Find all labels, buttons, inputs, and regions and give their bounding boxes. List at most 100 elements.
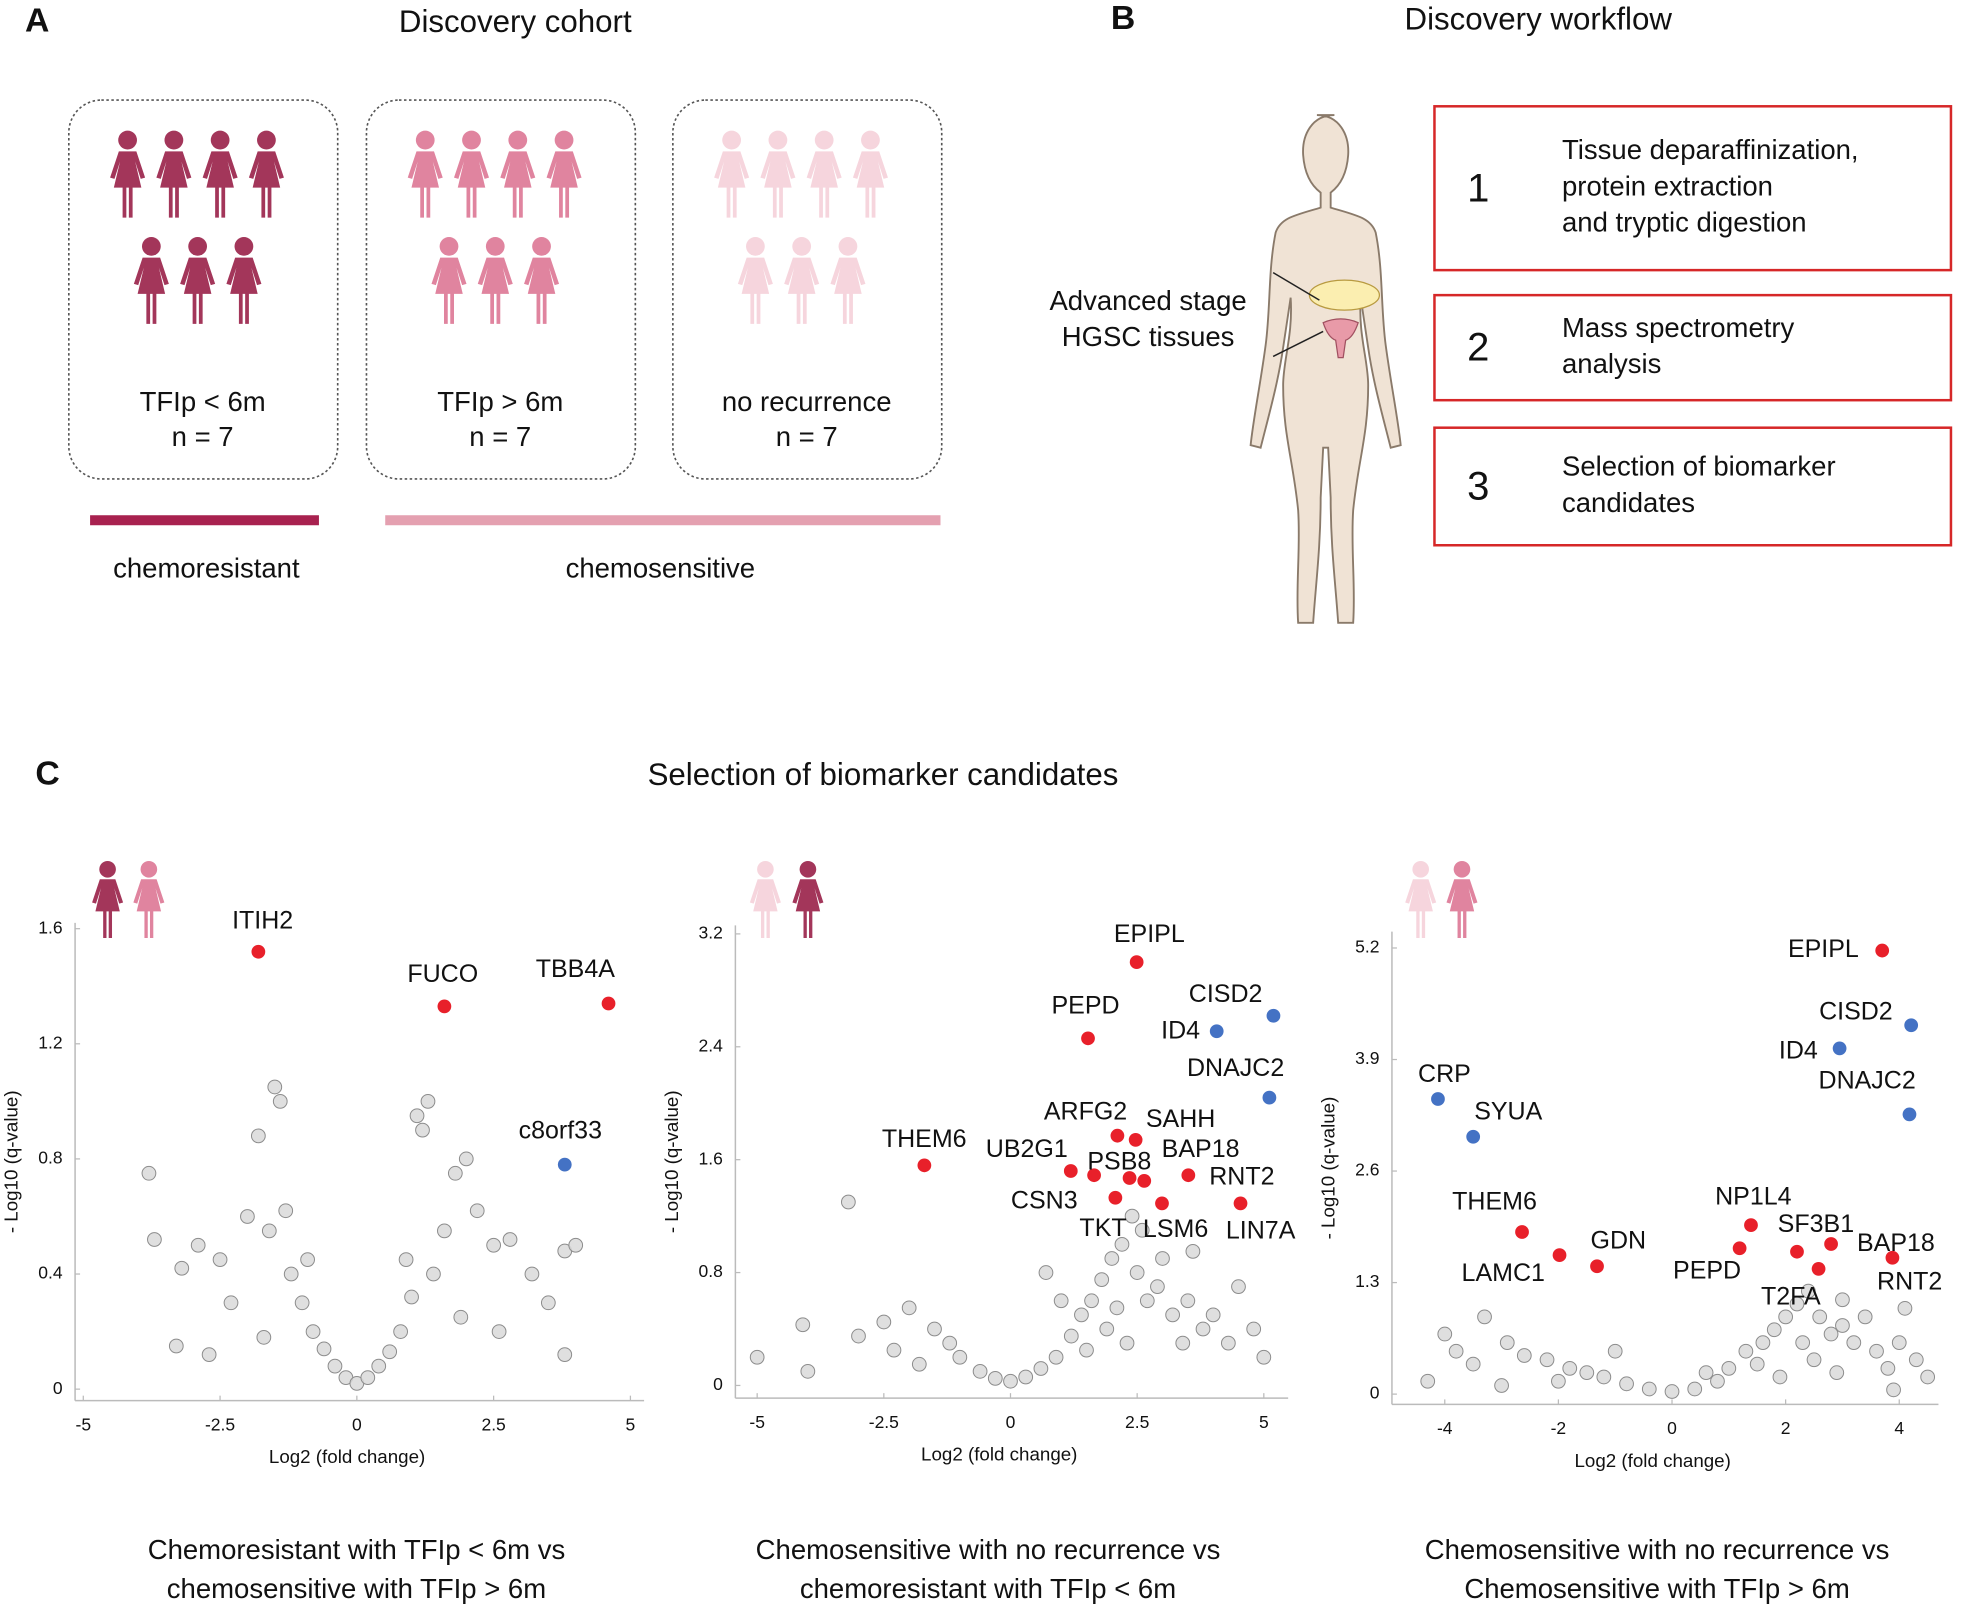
- background-point: [1846, 1335, 1862, 1351]
- highlight-point: [1885, 1250, 1900, 1265]
- person-icon: [792, 860, 824, 938]
- background-point: [1063, 1328, 1079, 1344]
- background-point: [1539, 1352, 1555, 1368]
- y-tick-label: 1.6: [699, 1148, 723, 1168]
- highlight-point: [437, 999, 452, 1014]
- panel-label: B: [1111, 0, 1135, 37]
- person-icon: [477, 236, 513, 324]
- group-size: n = 7: [469, 421, 531, 452]
- background-point: [1119, 1335, 1135, 1351]
- background-point: [305, 1324, 321, 1339]
- highlight-point: [1875, 943, 1890, 958]
- point-label: PSB8: [1087, 1148, 1151, 1176]
- background-point: [1139, 1293, 1155, 1309]
- point-label: PEPD: [1052, 991, 1120, 1019]
- background-point: [851, 1328, 866, 1344]
- highlight-point: [1087, 1168, 1101, 1183]
- panel-title: Selection of biomarker candidates: [648, 757, 1119, 792]
- background-point: [1134, 1222, 1150, 1238]
- background-point: [409, 1108, 425, 1124]
- x-tick-label: 2: [1781, 1418, 1791, 1438]
- background-point: [1710, 1373, 1725, 1389]
- background-point: [240, 1209, 255, 1224]
- highlight-point: [1744, 1218, 1758, 1232]
- background-point: [212, 1252, 228, 1268]
- highlight-point: [1266, 1008, 1281, 1023]
- background-point: [1596, 1369, 1612, 1385]
- step-box: [1433, 426, 1953, 547]
- point-label: EPIPL: [1788, 935, 1859, 963]
- y-tick-label: 0: [713, 1374, 723, 1394]
- background-point: [371, 1358, 387, 1374]
- background-point: [1778, 1309, 1794, 1325]
- x-tick-label: -2: [1551, 1418, 1567, 1438]
- step-box: [1433, 293, 1953, 402]
- x-tick-label: -5: [76, 1414, 92, 1434]
- background-point: [267, 1079, 283, 1095]
- panel-title: Discovery workflow: [1405, 2, 1673, 37]
- step-box: [1433, 105, 1953, 272]
- background-point: [1869, 1343, 1884, 1359]
- background-point: [1494, 1378, 1509, 1393]
- step-number: 3: [1467, 465, 1489, 509]
- background-point: [398, 1252, 414, 1268]
- background-point: [382, 1344, 398, 1360]
- point-label: DNAJC2: [1819, 1066, 1916, 1094]
- group-name: no recurrence: [722, 386, 892, 417]
- person-icon: [431, 236, 467, 324]
- step-number: 1: [1467, 166, 1489, 210]
- point-label: THEM6: [882, 1125, 967, 1153]
- x-tick-label: 5: [1259, 1412, 1269, 1432]
- background-point: [1099, 1321, 1115, 1337]
- background-point: [327, 1358, 343, 1374]
- point-label: ARFG2: [1044, 1098, 1127, 1126]
- y-axis-label: - Log10 (q-value): [1, 1090, 22, 1233]
- person-icon: [1405, 860, 1437, 938]
- highlight-point: [1732, 1241, 1747, 1256]
- point-label: BAP18: [1162, 1135, 1240, 1163]
- point-label: SF3B1: [1778, 1210, 1854, 1238]
- background-point: [190, 1237, 206, 1253]
- x-axis-label: Log2 (fold change): [921, 1444, 1077, 1465]
- background-point: [972, 1363, 988, 1379]
- background-point: [360, 1370, 376, 1386]
- y-tick-label: 0.8: [38, 1148, 62, 1168]
- x-tick-label: -4: [1437, 1418, 1453, 1438]
- point-label: RNT2: [1877, 1268, 1942, 1296]
- point-label: BAP18: [1857, 1229, 1935, 1257]
- chart-caption: Chemosensitive with no recurrence vs: [1425, 1534, 1890, 1565]
- background-point: [1256, 1349, 1272, 1365]
- background-point: [1129, 1265, 1145, 1280]
- background-point: [1205, 1307, 1221, 1323]
- panel-title: Discovery cohort: [399, 4, 632, 39]
- background-point: [795, 1317, 811, 1333]
- background-point: [927, 1321, 942, 1337]
- background-point: [1175, 1335, 1191, 1351]
- point-label: THEM6: [1452, 1188, 1537, 1216]
- person-icon: [806, 130, 842, 218]
- group-name: TFIp < 6m: [140, 386, 266, 417]
- chart-caption: chemoresistant with TFIp < 6m: [800, 1573, 1176, 1604]
- background-point: [458, 1151, 474, 1167]
- background-point: [1766, 1322, 1782, 1338]
- background-point: [749, 1349, 765, 1365]
- group-bar: [90, 515, 319, 526]
- y-axis-label: - Log10 (q-value): [1317, 1097, 1338, 1240]
- person-icon: [133, 236, 169, 324]
- step-text: Tissue deparaffinization,: [1562, 134, 1859, 165]
- highlight-point: [557, 1157, 572, 1172]
- x-tick-label: 4: [1894, 1418, 1904, 1438]
- chart-caption: Chemoresistant with TFIp < 6m vs: [148, 1534, 565, 1565]
- person-icon: [714, 130, 750, 218]
- point-label: T2FA: [1761, 1283, 1821, 1311]
- volcano-plot: 0 0.4 0.8 1.2 1.6 -5 -2.5 0 2.5 5 Log2 (fold chang…: [1, 860, 645, 1604]
- x-tick-label: -2.5: [869, 1412, 899, 1432]
- group-name: TFIp > 6m: [437, 386, 563, 417]
- background-point: [1664, 1384, 1680, 1399]
- background-point: [294, 1295, 310, 1311]
- background-point: [901, 1300, 917, 1316]
- step-text: Mass spectrometry: [1562, 312, 1795, 343]
- background-point: [1074, 1307, 1089, 1323]
- background-point: [1165, 1307, 1181, 1323]
- background-point: [1823, 1326, 1839, 1342]
